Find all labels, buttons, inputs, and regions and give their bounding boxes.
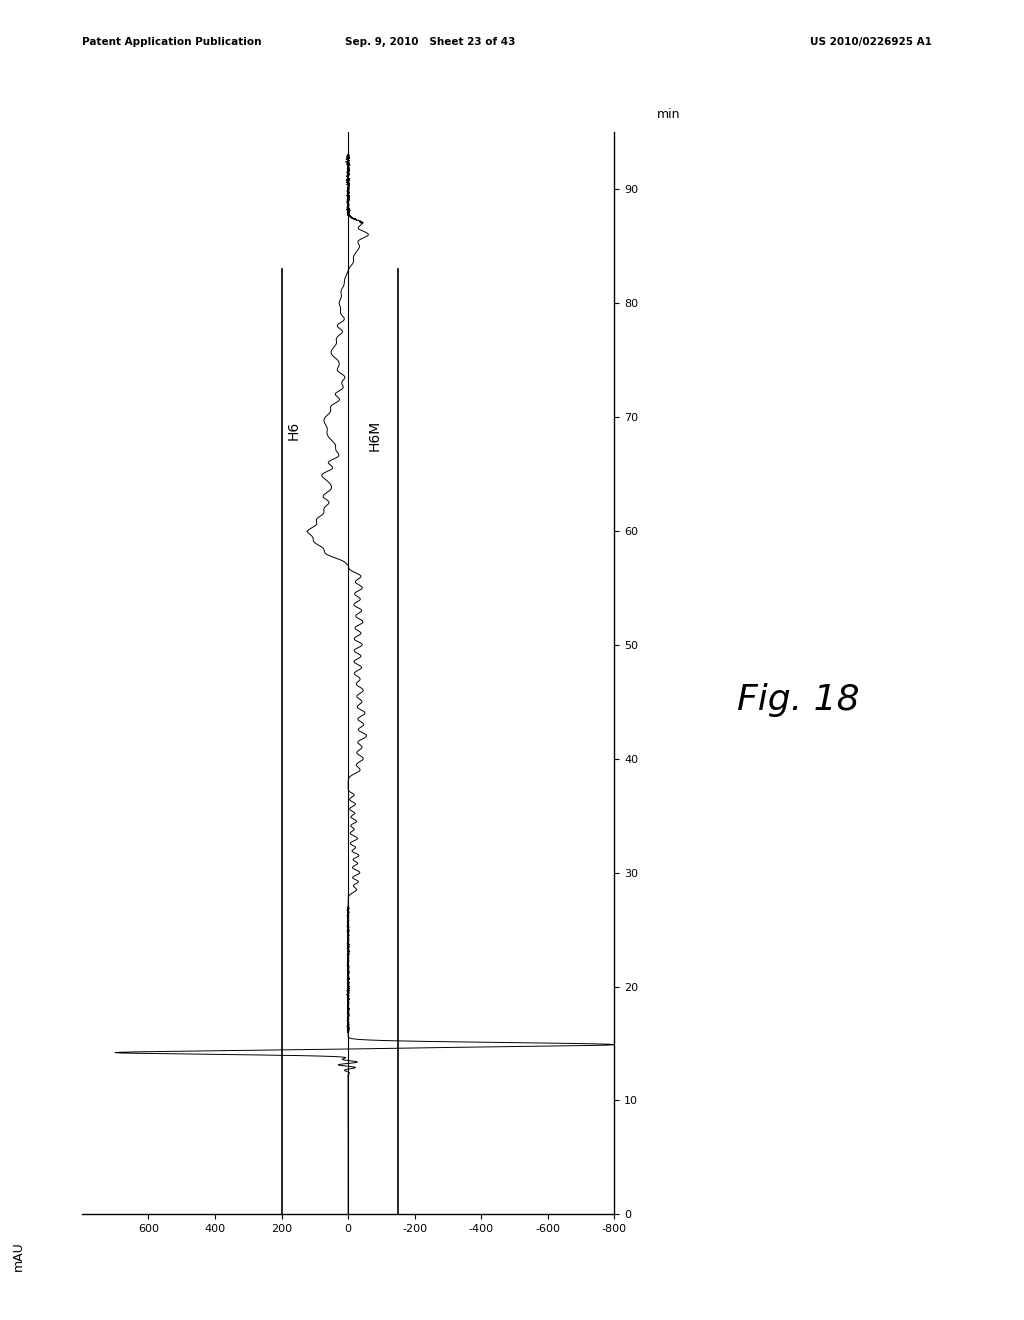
- Text: Sep. 9, 2010   Sheet 23 of 43: Sep. 9, 2010 Sheet 23 of 43: [345, 37, 515, 48]
- Text: Patent Application Publication: Patent Application Publication: [82, 37, 261, 48]
- Text: min: min: [657, 108, 681, 121]
- Text: US 2010/0226925 A1: US 2010/0226925 A1: [810, 37, 932, 48]
- Text: Fig. 18: Fig. 18: [737, 682, 860, 717]
- Text: H6M: H6M: [368, 420, 382, 451]
- Text: mAU: mAU: [11, 1241, 25, 1271]
- Text: H6: H6: [287, 420, 300, 440]
